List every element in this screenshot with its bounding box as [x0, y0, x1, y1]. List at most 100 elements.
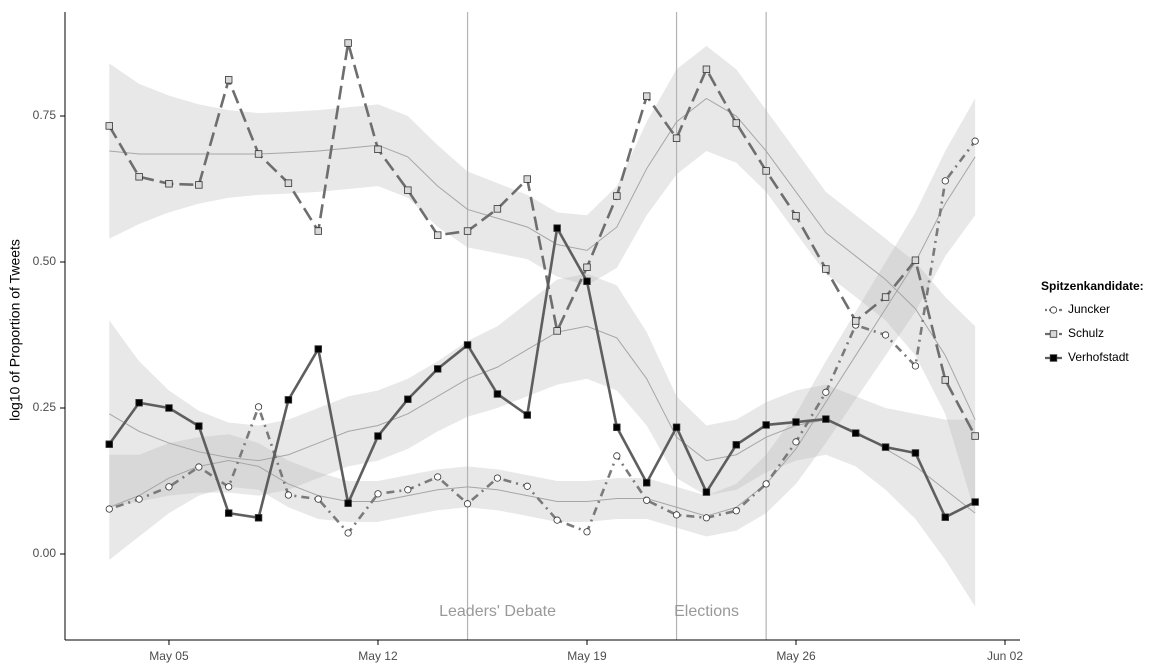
marker: [672, 423, 681, 431]
marker: [493, 474, 502, 482]
marker: [404, 395, 412, 403]
marker: [1049, 306, 1058, 314]
marker: [1049, 354, 1058, 362]
marker: [792, 418, 800, 426]
legend-label: Schulz: [1068, 326, 1104, 340]
marker: [792, 212, 800, 220]
marker: [314, 227, 322, 235]
series-line: [108, 224, 976, 520]
marker: [135, 399, 143, 407]
marker: [493, 390, 502, 398]
marker: [583, 263, 591, 271]
marker: [254, 403, 263, 411]
marker: [762, 421, 770, 429]
marker: [374, 145, 382, 154]
smooth-line: [109, 97, 976, 420]
marker: [553, 224, 561, 232]
marker: [762, 480, 770, 488]
marker: [971, 137, 979, 145]
marker: [314, 495, 322, 503]
marker: [344, 499, 352, 507]
marker: [643, 496, 651, 504]
marker: [881, 293, 890, 301]
marker: [523, 175, 531, 183]
marker: [643, 479, 651, 487]
marker: [911, 362, 920, 370]
marker: [135, 173, 143, 181]
marker: [911, 256, 920, 264]
x-tick-label: May 05: [149, 649, 189, 663]
marker: [881, 331, 890, 339]
marker: [434, 473, 442, 481]
confidence-band: [109, 45, 976, 514]
y-tick-label: 0.75: [33, 108, 57, 122]
marker: [165, 483, 173, 491]
marker: [852, 317, 860, 325]
marker: [404, 486, 412, 494]
y-tick-label: 0.00: [33, 546, 57, 560]
marker: [553, 516, 561, 524]
legend-title: Spitzenkandidate:: [1041, 279, 1144, 293]
marker: [314, 345, 322, 353]
marker: [822, 415, 830, 423]
marker: [762, 167, 770, 175]
marker: [523, 411, 531, 419]
marker: [404, 186, 412, 194]
x-tick-label: May 19: [567, 649, 607, 663]
marker: [881, 443, 890, 451]
marker: [792, 438, 800, 446]
marker: [852, 429, 860, 437]
x-tick-label: May 12: [358, 649, 398, 663]
marker: [732, 441, 740, 449]
marker: [911, 449, 920, 457]
marker: [672, 511, 681, 519]
marker: [971, 498, 979, 506]
marker: [135, 495, 143, 503]
marker: [105, 122, 113, 130]
marker: [822, 388, 830, 396]
marker: [463, 227, 472, 235]
marker: [224, 76, 233, 84]
marker: [583, 528, 591, 536]
marker: [105, 440, 113, 448]
marker: [165, 404, 173, 412]
marker: [433, 231, 442, 239]
marker: [284, 396, 293, 404]
marker: [613, 452, 621, 460]
marker: [672, 134, 681, 142]
marker: [433, 365, 442, 373]
marker: [224, 509, 233, 517]
y-tick-label: 0.50: [33, 254, 57, 268]
marker: [613, 423, 621, 431]
marker: [195, 463, 203, 471]
marker: [195, 181, 203, 189]
marker: [284, 179, 293, 187]
marker: [822, 265, 830, 273]
series-line: [108, 140, 977, 536]
marker: [523, 482, 531, 490]
marker: [254, 514, 263, 522]
legend-label: Verhofstadt: [1068, 350, 1129, 364]
marker: [374, 432, 382, 440]
event-label: Elections: [674, 603, 739, 620]
marker: [732, 507, 740, 515]
marker: [284, 491, 293, 499]
marker: [344, 529, 352, 537]
marker: [702, 514, 711, 522]
marker: [344, 39, 352, 47]
event-label: Leaders' Debate: [439, 603, 556, 620]
marker: [941, 513, 949, 521]
marker: [643, 92, 651, 100]
marker: [971, 432, 979, 440]
x-tick-label: May 26: [776, 649, 816, 663]
marker: [463, 500, 472, 508]
marker: [165, 180, 173, 188]
y-axis-label: log10 of Proportion of Tweets: [7, 239, 23, 421]
marker: [583, 277, 591, 285]
marker: [613, 192, 621, 200]
marker: [732, 119, 740, 127]
marker: [702, 65, 711, 73]
legend-label: Juncker: [1068, 302, 1110, 316]
smooth-line: [109, 156, 976, 517]
